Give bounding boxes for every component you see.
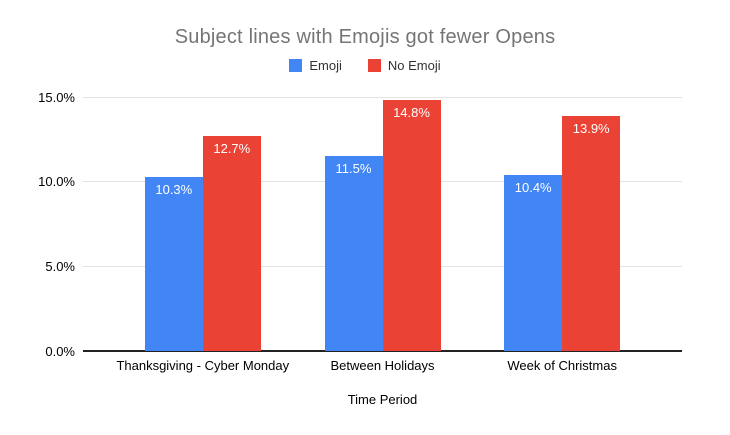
legend-label: No Emoji: [387, 58, 441, 73]
x-category-label-thanksgiving-cyber-monday: Thanksgiving - Cyber Monday: [116, 358, 290, 373]
y-tick-label: 10.0%: [38, 174, 75, 190]
bar-value-label: 13.9%: [572, 120, 610, 136]
x-category-label-between-holidays: Between Holidays: [330, 358, 435, 373]
bar-value-label: 12.7%: [213, 140, 251, 156]
x-axis-title: Time Period: [347, 392, 418, 407]
bar-no-emoji-week-of-christmas: 13.9%: [562, 115, 621, 351]
legend-label: Emoji: [309, 58, 342, 73]
bar-emoji-thanksgiving-cyber-monday: 10.3%: [144, 176, 203, 351]
x-axis-line: [83, 350, 682, 352]
y-tick-label: 5.0%: [45, 258, 75, 274]
legend-item-emoji: Emoji: [289, 58, 342, 73]
y-tick-label: 15.0%: [38, 89, 75, 105]
legend-swatch-no-emoji: [367, 59, 381, 72]
bar-value-label: 11.5%: [335, 161, 372, 177]
legend-item-no-emoji: No Emoji: [367, 58, 441, 73]
bar-value-label: 14.8%: [393, 105, 430, 121]
bar-emoji-between-holidays: 11.5%: [324, 156, 383, 351]
bar-no-emoji-between-holidays: 14.8%: [382, 100, 441, 351]
bar-value-label: 10.3%: [155, 181, 193, 197]
plot-area: 10.3% 12.7% 11.5% 14.8% 10.4% 13.9%: [83, 96, 682, 352]
bar-emoji-week-of-christmas: 10.4%: [504, 174, 563, 351]
chart-legend: Emoji No Emoji: [0, 58, 730, 73]
bar-value-label: 10.4%: [514, 179, 552, 195]
bar-no-emoji-thanksgiving-cyber-monday: 12.7%: [202, 135, 261, 351]
y-tick-label: 0.0%: [45, 343, 75, 359]
chart-title: Subject lines with Emojis got fewer Open…: [174, 26, 556, 48]
x-category-label-week-of-christmas: Week of Christmas: [507, 358, 617, 373]
legend-swatch-emoji: [289, 59, 303, 72]
gridline-15-0: [83, 96, 682, 98]
